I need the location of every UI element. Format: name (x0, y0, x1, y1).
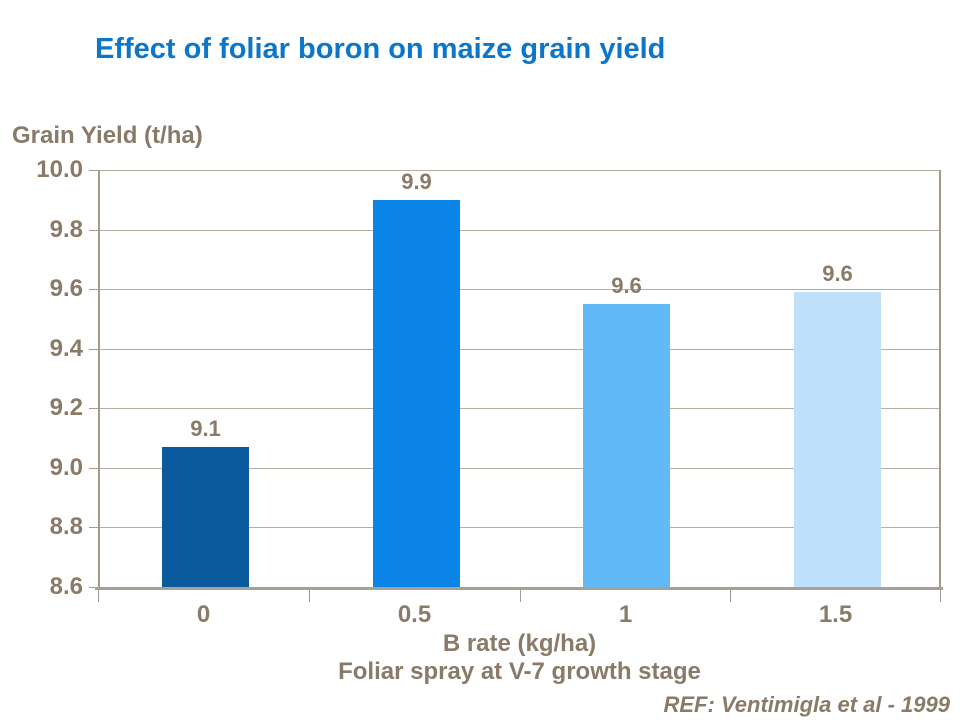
y-axis-line (98, 170, 100, 587)
x-axis-note: Foliar spray at V-7 growth stage (338, 658, 701, 685)
y-axis-tick (89, 230, 98, 231)
y-axis-tick (89, 527, 98, 528)
y-tick-label: 10.0 (36, 156, 83, 183)
gridline (98, 468, 941, 469)
reference-text: REF: Ventimigla et al - 1999 (663, 692, 951, 717)
y-tick-label: 9.2 (49, 394, 83, 421)
y-tick-label: 9.6 (49, 275, 83, 302)
y-axis-tick (89, 349, 98, 350)
y-axis-label: Grain Yield (t/ha) (12, 122, 203, 149)
y-tick-label: 8.6 (49, 573, 83, 600)
chart-title: Effect of foliar boron on maize grain yi… (95, 33, 666, 65)
y-axis-tick (89, 468, 98, 469)
y-tick-label: 9.8 (49, 216, 83, 243)
bar (162, 447, 249, 587)
bar-value-label: 9.6 (822, 261, 853, 286)
y-tick-label: 9.0 (49, 454, 83, 481)
x-tick-label: 1.5 (818, 601, 853, 628)
x-axis-tick (98, 590, 99, 602)
y-axis-tick (89, 587, 98, 588)
bar-value-label: 9.1 (190, 416, 221, 441)
x-tick-label: 1 (618, 601, 633, 628)
x-axis-tick (940, 590, 941, 602)
gridline (98, 289, 941, 290)
x-axis-tick (309, 590, 310, 602)
bar (583, 304, 670, 587)
gridline (98, 230, 941, 231)
bar-value-label: 9.6 (611, 273, 642, 298)
x-axis-tick (730, 590, 731, 602)
bar (373, 200, 460, 587)
x-axis-baseline (95, 587, 943, 590)
y-axis-tick (89, 289, 98, 290)
gridline (98, 349, 941, 350)
x-axis-tick (520, 590, 521, 602)
bar-value-label: 9.9 (401, 169, 432, 194)
x-tick-label: 0.5 (397, 601, 432, 628)
plot-area: 10.0 9.8 9.6 9.4 9.2 9.0 8.8 8.6 9.1 0 9.9 0.5 9.6 1 9… (36, 157, 943, 628)
gridline (98, 170, 941, 171)
y-axis-tick (89, 408, 98, 409)
gridline (98, 527, 941, 528)
y-axis-tick (89, 170, 98, 171)
plot-right-border (939, 170, 941, 587)
x-tick-label: 0 (196, 601, 211, 628)
y-tick-label: 8.8 (49, 513, 83, 540)
y-tick-label: 9.4 (49, 335, 83, 362)
bar (794, 292, 881, 587)
x-axis-label: B rate (kg/ha) (442, 630, 597, 657)
gridline (98, 408, 941, 409)
